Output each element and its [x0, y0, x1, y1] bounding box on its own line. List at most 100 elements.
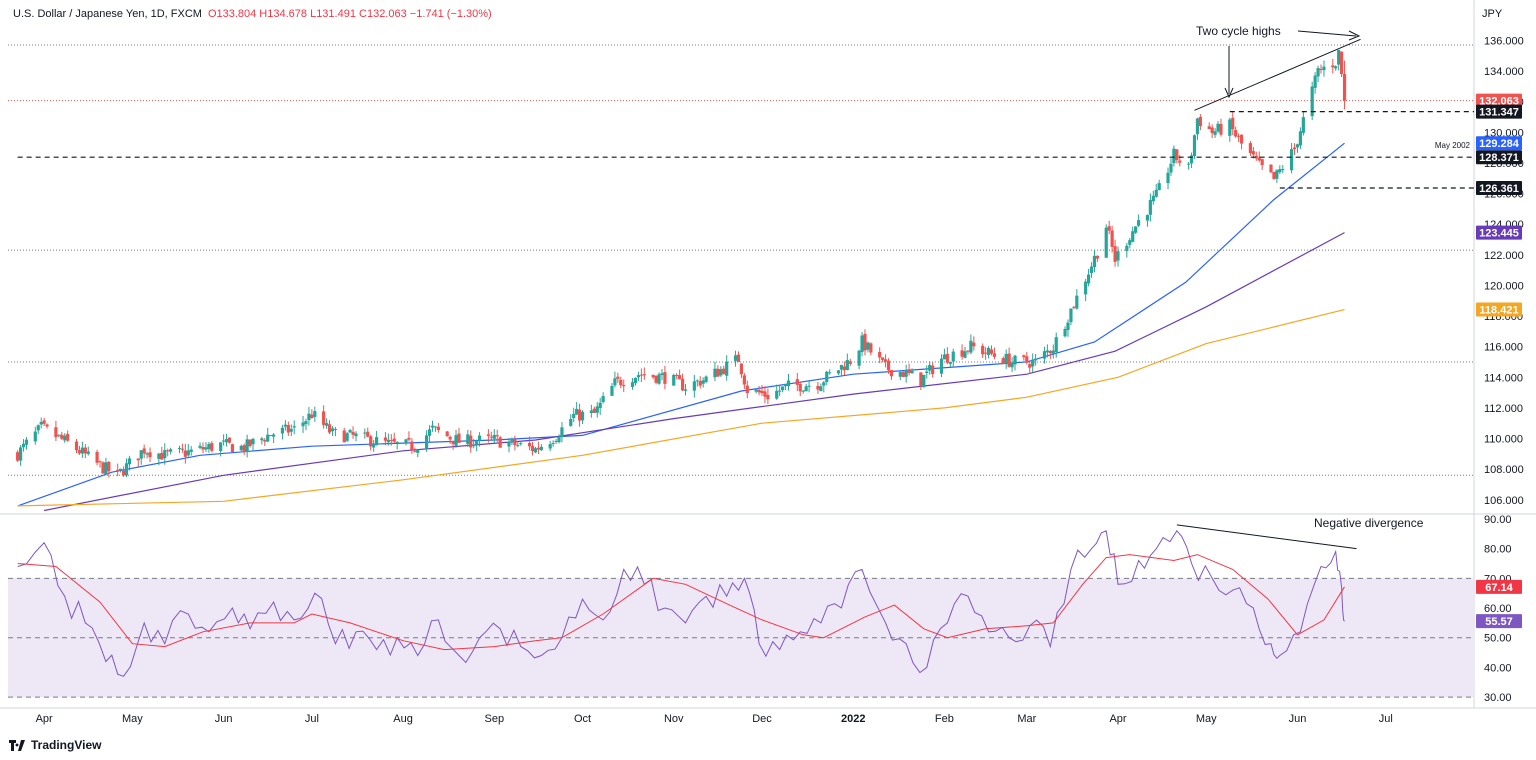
candle-body [704, 376, 708, 382]
candle-body [1254, 155, 1258, 159]
candle-body [672, 374, 676, 386]
candle-body [1269, 164, 1273, 173]
candle-body [166, 450, 170, 452]
time-tick-label: Jun [215, 713, 233, 725]
candle-body [1154, 189, 1158, 197]
candle-body [910, 370, 914, 374]
candle-body [289, 428, 293, 432]
candle-body [1310, 86, 1314, 117]
candle-body [322, 411, 326, 425]
candle-body [292, 426, 296, 428]
candle-body [1010, 362, 1014, 368]
candle-body [883, 359, 888, 362]
candle-body [313, 411, 317, 417]
symbol-title[interactable]: U.S. Dollar / Japanese Yen, 1D, FXCM [13, 8, 202, 20]
candle-body [119, 468, 123, 471]
candle-body [1216, 123, 1220, 132]
candle-body [828, 372, 832, 374]
candle-body [1295, 144, 1300, 148]
candle-body [74, 441, 79, 451]
candle-body [633, 377, 638, 384]
candle-body [807, 385, 811, 387]
candle-body [1239, 134, 1244, 144]
candle-body [1148, 200, 1152, 215]
candle-body [1189, 155, 1194, 164]
oscillator-tick-label: 40.00 [1484, 662, 1512, 674]
candle-body [242, 445, 246, 452]
candle-body [1251, 151, 1255, 155]
candle-body [698, 381, 702, 386]
candle-body [436, 426, 440, 431]
tradingview-logo[interactable]: TradingView [9, 738, 101, 752]
level-price-tag-bg [1476, 104, 1522, 119]
candle-body [801, 390, 805, 392]
candle-body [33, 431, 37, 442]
candle-body [786, 380, 791, 387]
divergence-line [1176, 524, 1357, 550]
candle-body [989, 349, 994, 354]
candle-body [363, 432, 367, 434]
candle-body [754, 389, 758, 392]
time-tick-label: Jun [1289, 713, 1307, 725]
candle-body [239, 445, 243, 451]
candle-body [878, 351, 882, 358]
candle-body [857, 350, 861, 366]
candle-body [657, 374, 661, 384]
candle-body [124, 463, 129, 476]
candle-body [569, 418, 573, 426]
candle-body [272, 434, 276, 437]
candle-body [1086, 274, 1091, 284]
level-price-tag-bg [1476, 150, 1522, 165]
candle-body [1237, 135, 1241, 137]
candle-body [1292, 147, 1297, 150]
candle-body [366, 431, 370, 437]
candle-body [1095, 255, 1100, 259]
candle-body [1195, 118, 1200, 135]
level-price-tag-bg [1476, 180, 1522, 195]
candle-body [1166, 172, 1170, 184]
candle-body [495, 435, 499, 437]
candle-body [960, 350, 964, 357]
price-axis[interactable]: 106.000 108.000 110.000 112.000 114.000 116.0… [1484, 35, 1524, 704]
annotation-negative-divergence: Negative divergence [1314, 516, 1424, 530]
candle-body [928, 364, 932, 371]
candle-body [472, 444, 476, 447]
candle-body [286, 425, 290, 433]
candle-body [251, 438, 255, 445]
candle-body [1151, 195, 1155, 202]
candle-body [345, 433, 349, 441]
candle-body [80, 447, 84, 454]
candle-body [775, 390, 779, 399]
time-tick-label: Apr [36, 713, 53, 725]
candle-body [392, 438, 396, 442]
price-tick-label: 110.000 [1484, 434, 1523, 446]
candle-body [42, 420, 46, 424]
candle-body [1192, 135, 1197, 157]
candle-body [869, 343, 873, 353]
candle-body [260, 438, 264, 441]
candle-body [36, 425, 40, 431]
candle-body [116, 469, 120, 471]
price-tick-label: 120.000 [1484, 280, 1524, 292]
candle-body [889, 369, 894, 377]
candle-body [530, 445, 535, 452]
time-axis[interactable]: Apr May Jun Jul Aug Sep Oct Nov Dec 2022 Feb Mar Apr… [36, 713, 1393, 725]
candle-body [160, 452, 164, 460]
time-tick-label: Apr [1109, 713, 1126, 725]
candle-body [169, 449, 173, 452]
candle-body [842, 366, 846, 371]
candle-body [1066, 322, 1070, 331]
candle-body [651, 374, 655, 378]
candle-body [795, 379, 799, 385]
candle-body [825, 371, 829, 383]
candle-body [180, 448, 185, 450]
candle-body [1342, 74, 1347, 101]
candle-body [24, 439, 29, 445]
candle-body [1051, 350, 1055, 354]
ohlc-values: O133.804 H134.678 L131.491 C132.063 −1.7… [207, 8, 492, 20]
candle-body [1178, 160, 1182, 163]
candle-body [60, 434, 64, 439]
candle-body [139, 450, 143, 459]
candle-body [804, 386, 808, 392]
time-tick-label: Feb [935, 713, 954, 725]
